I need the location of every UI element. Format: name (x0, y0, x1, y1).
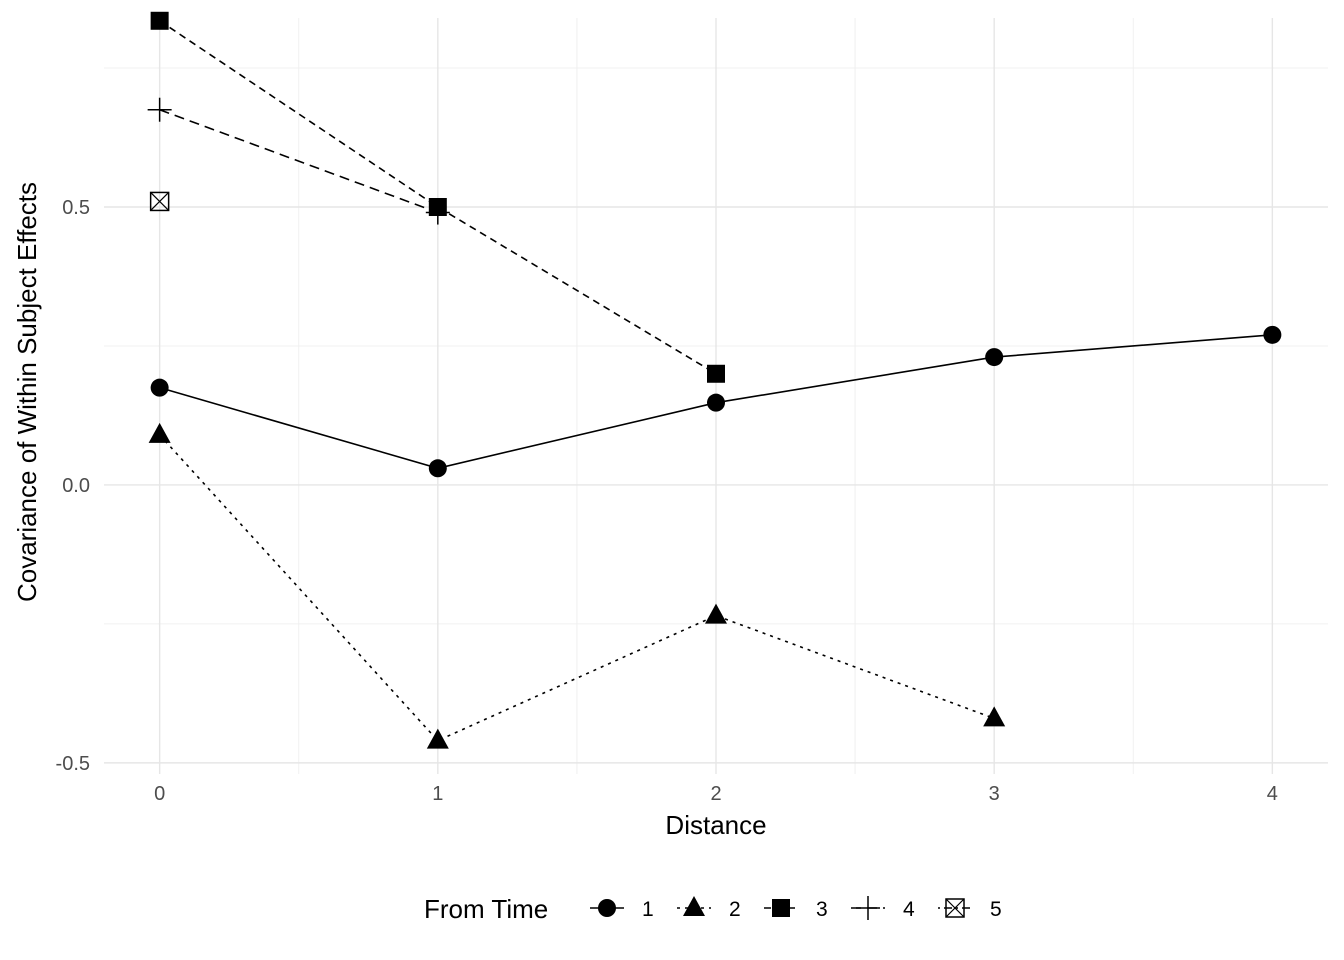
series-3-line (159, 20, 717, 375)
series-4-line (159, 108, 439, 214)
legend-items: 1 2 3 4 5 (590, 896, 1002, 921)
legend-key-marker (945, 898, 965, 918)
legend-item-4: 4 (851, 896, 915, 921)
legend-key-marker (683, 896, 705, 916)
series-1-point (707, 393, 725, 412)
legend-label: 4 (903, 898, 915, 921)
series-2-line (159, 434, 995, 742)
x-tick-label: 2 (710, 783, 721, 805)
series-4-point (147, 97, 172, 122)
legend-key-marker (856, 896, 880, 920)
series-1-point (985, 348, 1004, 367)
legend-label: 1 (642, 898, 654, 921)
series-1-point (150, 378, 169, 397)
series-1-point (428, 459, 447, 478)
legend-label: 3 (816, 898, 828, 921)
series-points (147, 11, 1282, 749)
x-tick-label: 3 (989, 783, 1000, 805)
series-3-point (707, 364, 725, 383)
x-axis-title: Distance (665, 810, 766, 840)
y-tick-label: 0.0 (62, 475, 90, 497)
x-tick-label: 1 (432, 783, 443, 805)
legend-item-5: 5 (938, 898, 1002, 921)
legend-key-marker (772, 899, 790, 917)
y-tick-label: -0.5 (56, 753, 90, 775)
x-tick-label: 4 (1267, 783, 1278, 805)
legend-item-3: 3 (764, 898, 828, 921)
legend-key-marker (598, 899, 616, 917)
legend-item-2: 2 (677, 896, 741, 921)
y-tick-label: 0.5 (62, 197, 90, 219)
series-2-point (148, 422, 171, 443)
legend-title: From Time (424, 894, 548, 924)
legend-label: 2 (729, 898, 741, 921)
y-axis-ticks: -0.5 0.0 0.5 (56, 197, 90, 775)
grid-major (104, 18, 1328, 774)
legend-label: 5 (990, 898, 1002, 921)
series-4-point (425, 200, 450, 225)
series-2-point (426, 728, 449, 749)
legend: From Time 1 2 3 4 5 (424, 894, 1002, 924)
series-2-point (705, 603, 727, 624)
y-axis-title: Covariance of Within Subject Effects (12, 182, 42, 602)
series-5-point (149, 191, 170, 212)
legend-item-1: 1 (590, 898, 654, 921)
x-tick-label: 0 (154, 783, 165, 805)
series-3-point (150, 11, 169, 30)
series-2-point (983, 706, 1006, 727)
x-axis-ticks: 0 1 2 3 4 (154, 783, 1278, 805)
series-1-point (1263, 325, 1282, 344)
